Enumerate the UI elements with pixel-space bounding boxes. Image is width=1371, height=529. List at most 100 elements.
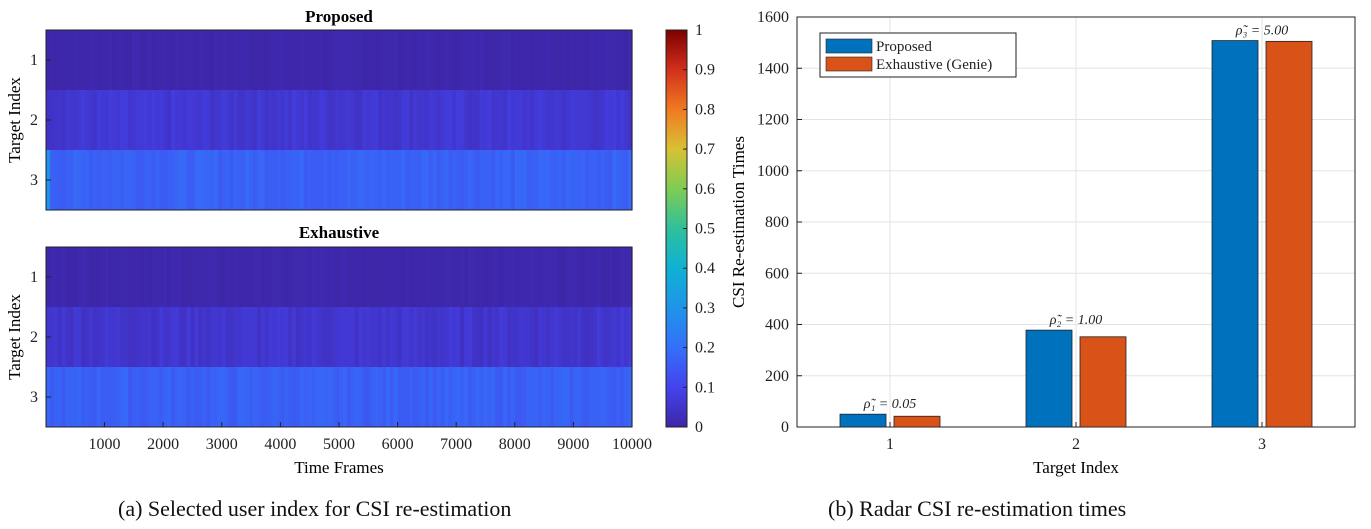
heatmap-cell — [151, 247, 156, 308]
heatmap-cell — [518, 247, 524, 308]
heatmap-cell — [69, 307, 74, 368]
heatmap-cell — [510, 30, 516, 91]
heatmap-cell — [167, 90, 172, 151]
heatmap-cell — [370, 307, 375, 368]
heatmap-cell — [479, 307, 485, 368]
heatmap-cell — [163, 367, 168, 428]
heatmap-cell — [171, 30, 176, 91]
heatmap-cell — [596, 90, 602, 151]
heatmap-cell — [104, 247, 110, 308]
heatmap-cell — [573, 30, 578, 91]
heatmap-cell — [77, 367, 82, 428]
heatmap-cell — [514, 367, 520, 428]
heatmap-cell — [210, 150, 215, 211]
heatmap-cell — [608, 90, 614, 151]
heatmap-cell — [303, 30, 309, 91]
heatmap-cell — [475, 247, 481, 308]
heatmap-cell — [467, 30, 473, 91]
heatmap-cell — [268, 247, 274, 308]
heatmap-cell — [272, 90, 278, 151]
heatmap-cell — [432, 90, 438, 151]
bar-chart: 0 200 400 600 800 1000 1200 1400 1600 1 2 3 ρ̃₁ = … — [729, 9, 1356, 477]
heatmap-cell — [213, 247, 219, 308]
heatmap-cell — [542, 247, 547, 308]
heatmap-cell — [499, 367, 504, 428]
heatmap-cell — [573, 247, 578, 308]
heatmap-cell — [526, 367, 532, 428]
heatmap-cell — [409, 247, 414, 308]
heatmap-cell — [581, 150, 586, 211]
heatmap-cell — [503, 30, 508, 91]
heatmap-cell — [323, 90, 328, 151]
heatmap-cell — [467, 247, 473, 308]
heatmap-cell — [120, 367, 125, 428]
heatmap-cell — [456, 30, 461, 91]
heatmap-cell — [88, 150, 94, 211]
bar-proposed — [1025, 329, 1073, 428]
y-tick-label: 1600 — [757, 9, 789, 26]
heatmap-cell — [155, 367, 160, 428]
heatmap-cell — [319, 367, 324, 428]
heatmap-cell — [581, 90, 586, 151]
heatmap-cell — [307, 90, 313, 151]
heatmap-cell — [381, 307, 387, 368]
heatmap-cell — [284, 307, 289, 368]
heatmap-cell — [182, 90, 188, 151]
heatmap-cell — [77, 307, 82, 368]
heatmap-cell — [217, 30, 223, 91]
heatmap-cell — [272, 150, 278, 211]
colorbar-tick-label: 0.4 — [695, 260, 715, 277]
heatmap-cell — [96, 150, 102, 211]
heatmap-cell — [565, 247, 571, 308]
heatmap-cell — [346, 367, 352, 428]
heatmap-cell — [104, 30, 110, 91]
heatmap-cell — [464, 307, 469, 368]
heatmap-cell — [389, 150, 395, 211]
heatmap-cell — [483, 367, 489, 428]
heatmap-cell — [389, 307, 395, 368]
heatmap-cell — [178, 367, 184, 428]
heatmap-cell — [409, 307, 414, 368]
heatmap-cell — [577, 367, 582, 428]
heatmap-cell — [424, 367, 430, 428]
heatmap-cell — [229, 150, 235, 211]
heatmap-cell — [49, 150, 55, 211]
heatmap-cell — [428, 247, 434, 308]
x-tick-label: 2 — [1072, 436, 1080, 453]
heatmap-cell — [585, 150, 590, 211]
heatmap-cell — [487, 367, 492, 428]
heatmap-cell — [233, 30, 239, 91]
heatmap-cell — [135, 30, 141, 91]
heatmap-cell — [393, 367, 399, 428]
heatmap-cell — [362, 150, 367, 211]
heatmap-cell — [112, 247, 117, 308]
heatmap-cell — [405, 367, 410, 428]
heatmap-cell — [413, 30, 418, 91]
heatmap-cell — [249, 367, 254, 428]
heatmap-cell — [534, 150, 539, 211]
heatmap-cell — [260, 367, 266, 428]
heatmap-cell — [401, 367, 407, 428]
heatmap-cell — [128, 90, 133, 151]
heatmap-cell — [147, 367, 153, 428]
heatmap-cell — [428, 307, 434, 368]
x-tick-label: 4000 — [264, 436, 296, 453]
heatmap-cell — [346, 307, 352, 368]
heatmap-cell — [335, 247, 340, 308]
heatmap-cell — [585, 367, 590, 428]
heatmap-cell — [581, 30, 586, 91]
heatmap-cell — [397, 30, 403, 91]
heatmap-cell — [57, 150, 63, 211]
heatmap-cell — [69, 247, 74, 308]
heatmap-cell — [213, 150, 219, 211]
heatmap-cell — [280, 90, 285, 151]
heatmap-cell — [323, 247, 328, 308]
heatmap-cell — [444, 367, 449, 428]
heatmap-cell — [178, 247, 184, 308]
heatmap-cell — [616, 30, 621, 91]
heatmap-cell — [272, 247, 278, 308]
heatmap-cell — [569, 247, 574, 308]
heatmap-cell — [342, 90, 348, 151]
heatmap-cell — [510, 90, 516, 151]
